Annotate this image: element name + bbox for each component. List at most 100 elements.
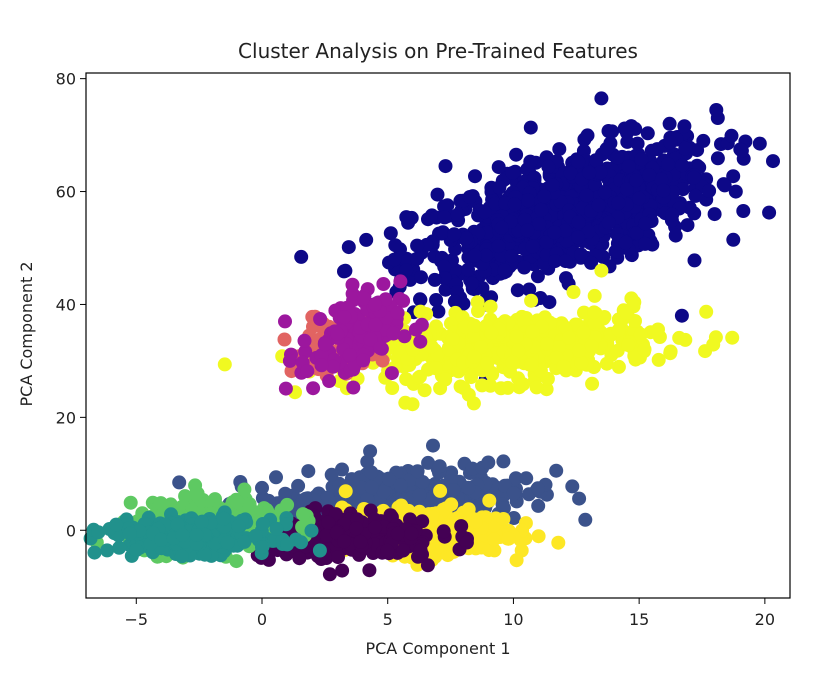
data-point [461,262,475,277]
data-point [542,295,557,310]
data-point [724,128,739,143]
data-point [87,545,102,560]
data-point [362,563,377,578]
data-point [153,496,168,511]
data-point [501,531,516,546]
data-point [324,467,339,482]
y-tick-label: 60 [56,183,76,202]
data-point [520,223,535,238]
data-point [450,207,465,222]
data-point [728,184,743,199]
data-point [611,196,626,210]
data-point [437,259,452,274]
data-point [662,116,677,131]
data-point [375,353,390,368]
data-point [217,357,232,372]
data-point [725,330,740,345]
data-point [509,147,524,162]
data-point [415,475,430,489]
data-point [380,543,395,558]
data-point [122,526,137,541]
data-point [632,191,646,206]
data-point [663,346,678,361]
data-point [687,253,702,268]
data-point [384,366,399,381]
data-point [298,491,313,506]
data-point [220,535,235,550]
x-tick-label: −5 [124,610,148,629]
data-point [589,153,604,168]
data-point [585,376,600,391]
data-point [496,454,511,469]
data-point [280,537,295,552]
x-axis-label: PCA Component 1 [365,639,510,658]
data-point [467,248,482,263]
data-point [523,120,538,135]
x-tick-label: 5 [383,610,393,629]
data-point [376,277,391,291]
cluster-1 [294,91,780,387]
data-point [390,305,405,320]
data-point [387,252,402,267]
data-point [736,204,751,218]
data-point [465,276,479,291]
data-point [197,547,212,562]
data-point [505,166,520,180]
data-point [301,464,316,479]
data-point [326,359,340,374]
data-point [269,521,284,536]
data-point [109,517,124,532]
y-tick-label: 0 [66,521,76,540]
data-point [548,254,563,269]
data-point [277,332,292,347]
data-point [337,310,352,325]
data-point [412,487,427,502]
y-tick-label: 80 [56,70,76,89]
cluster-9 [83,505,327,564]
data-point [330,326,345,341]
data-point [342,348,357,362]
data-point [537,189,552,204]
data-point [331,550,345,565]
data-point [640,126,655,141]
data-point [574,247,588,262]
data-point [194,515,209,529]
data-point [396,543,411,558]
data-point [638,236,652,251]
data-point [572,491,587,506]
data-point [335,462,349,477]
data-point [576,325,591,340]
data-point [376,484,391,499]
data-point [766,154,780,169]
data-point [587,288,602,303]
data-point [680,218,695,233]
data-point [291,478,306,493]
data-point [296,507,310,522]
data-point [620,134,635,149]
data-point [477,205,492,220]
data-point [675,158,690,173]
data-point [438,159,453,174]
data-point [390,526,405,541]
data-point [346,380,361,395]
data-point [433,483,448,498]
data-point [312,543,327,558]
data-point [577,305,591,320]
data-point [651,352,666,367]
data-point [579,188,594,203]
data-point [421,455,436,470]
data-point [644,143,659,158]
data-point [345,473,360,488]
data-point [584,339,599,354]
x-tick-label: 20 [755,610,775,629]
data-point [491,160,506,175]
data-point [454,519,469,534]
data-point [364,465,379,480]
data-point [584,255,598,270]
data-point [432,459,447,474]
data-point [597,185,612,200]
data-point [123,495,138,510]
data-point [413,292,427,307]
data-point [468,514,483,529]
